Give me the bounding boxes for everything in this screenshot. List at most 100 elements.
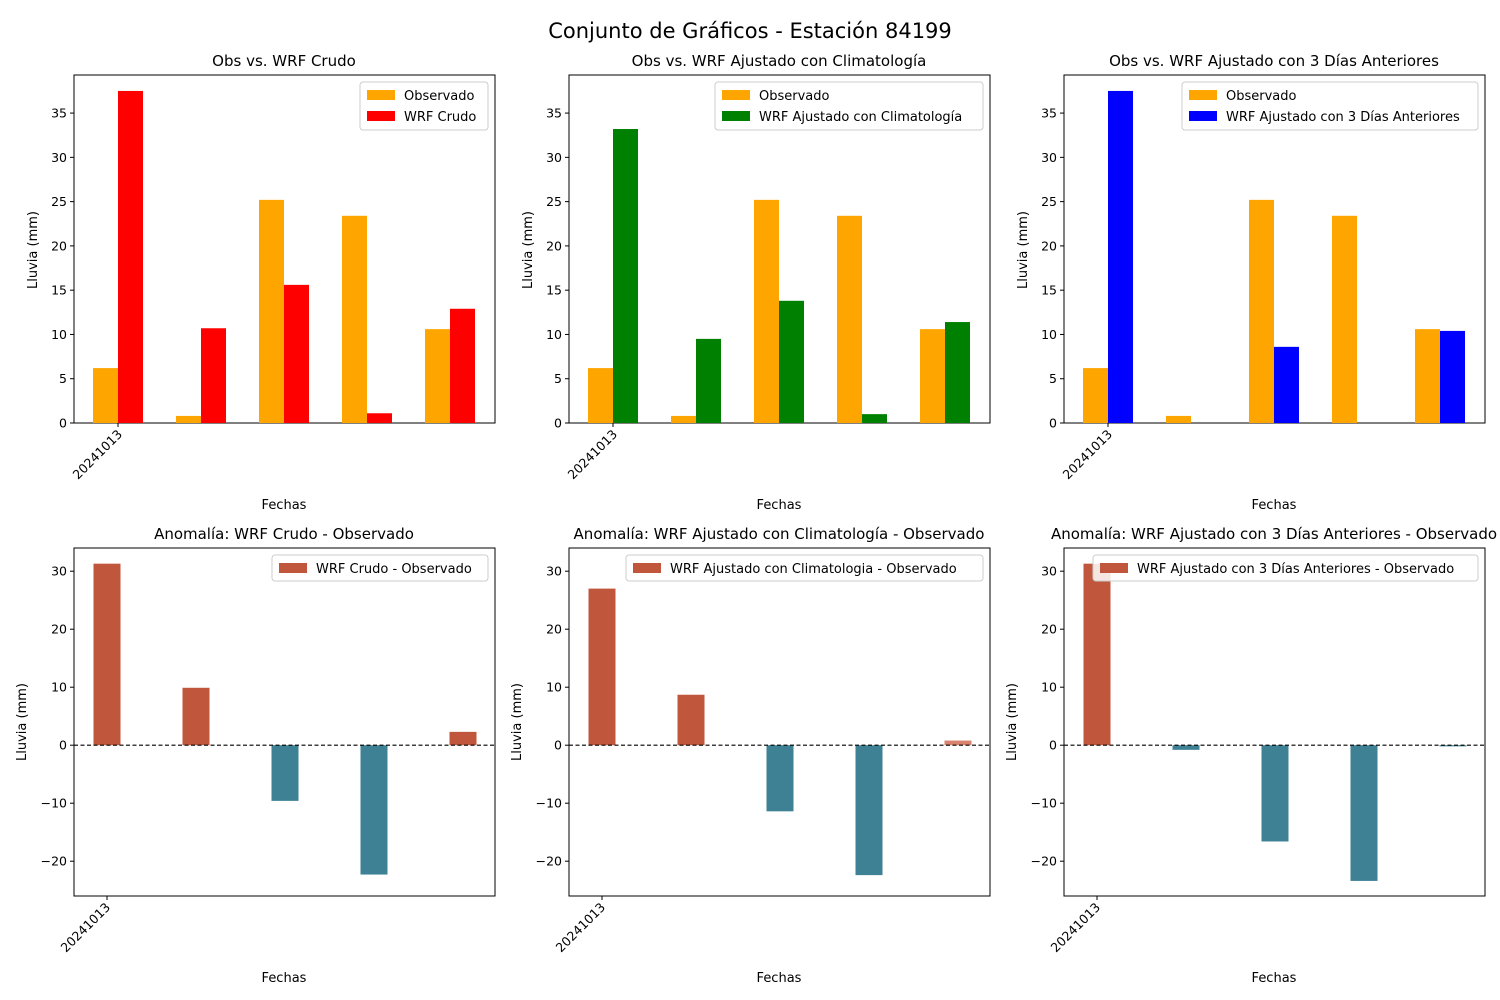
y-tick-label: 10	[546, 680, 562, 695]
y-axis-label: Lluvia (mm)	[26, 211, 41, 289]
legend-box	[1181, 81, 1479, 131]
bar-observado-5	[425, 329, 450, 423]
figure-suptitle: Conjunto de Gráficos - Estación 84199	[548, 19, 952, 43]
bar-observado-1	[93, 368, 118, 423]
bar-observado-3	[754, 199, 779, 423]
legend-entry-label: WRF Ajustado con 3 Días Anteriores	[1226, 110, 1460, 125]
y-tick-label: 10	[51, 680, 67, 695]
y-tick-label: 0	[554, 738, 562, 753]
bar-observado-5	[920, 329, 945, 423]
y-tick-label: 30	[546, 564, 562, 579]
panel-title: Obs vs. WRF Crudo	[212, 52, 356, 70]
legend-box	[625, 554, 984, 582]
y-tick-label: −10	[41, 796, 67, 811]
y-tick-label: 15	[546, 283, 562, 298]
legend-entry-label: Observado	[1226, 89, 1297, 104]
y-tick-label: −10	[1031, 796, 1057, 811]
bar-anomalia-4	[360, 745, 388, 875]
bar-anomalia-2	[182, 687, 210, 746]
y-tick-label: 30	[51, 564, 67, 579]
plot-area	[568, 547, 991, 897]
y-tick-label: 10	[546, 327, 562, 342]
legend: WRF Ajustado con 3 Días Anteriores - Obs…	[1092, 554, 1479, 582]
bar-observado-1	[1083, 368, 1108, 423]
y-tick-label: 20	[1041, 622, 1057, 637]
y-tick-label: 10	[1041, 680, 1057, 695]
y-axis-label: Lluvia (mm)	[1005, 683, 1020, 761]
y-tick-label: 5	[1049, 371, 1057, 386]
x-axis-label: Fechas	[757, 971, 802, 986]
bar-wrf-ajustado-con-climatologia-4	[862, 414, 887, 423]
y-axis-label: Lluvia (mm)	[1016, 211, 1031, 289]
y-tick-label: 10	[51, 327, 67, 342]
bar-wrf-crudo-5	[450, 308, 475, 423]
bar-anomalia-3	[766, 745, 794, 812]
y-tick-label: 10	[1041, 327, 1057, 342]
y-tick-label: 30	[546, 150, 562, 165]
bar-anomalia-3	[1261, 745, 1289, 842]
bar-observado-1	[588, 368, 613, 423]
legend-entry-label: WRF Crudo	[404, 110, 476, 125]
bar-wrf-ajustado-con-3-dias-anteriores-5	[1440, 330, 1465, 423]
y-tick-label: −20	[536, 854, 562, 869]
legend: WRF Crudo - Observado	[271, 554, 489, 582]
y-tick-label: 30	[51, 150, 67, 165]
legend-swatch	[367, 111, 395, 121]
legend-entry-label: WRF Ajustado con Climatología	[759, 110, 962, 125]
x-axis-label: Fechas	[757, 498, 802, 513]
plot-area	[73, 547, 496, 897]
bar-wrf-crudo-1	[118, 90, 143, 423]
y-tick-label: 0	[59, 416, 67, 431]
y-axis-label: Lluvia (mm)	[15, 683, 30, 761]
legend: Observado WRF Crudo	[359, 81, 489, 131]
bar-wrf-crudo-3	[284, 284, 309, 423]
bar-observado-4	[1332, 215, 1357, 423]
legend-entry-label: Observado	[759, 89, 830, 104]
legend-entry-label: Observado	[404, 89, 475, 104]
legend-swatch	[279, 563, 307, 573]
bar-anomalia-1	[1083, 563, 1111, 746]
y-tick-label: 0	[554, 416, 562, 431]
y-tick-label: −20	[41, 854, 67, 869]
bar-wrf-ajustado-con-3-dias-anteriores-1	[1108, 90, 1133, 423]
bar-wrf-crudo-2	[201, 328, 226, 423]
y-tick-label: 35	[51, 106, 67, 121]
legend-entry-label: WRF Ajustado con Climatologia - Observad…	[670, 562, 957, 577]
y-tick-label: 20	[51, 622, 67, 637]
y-tick-label: 0	[59, 738, 67, 753]
x-axis-label: Fechas	[1252, 971, 1297, 986]
chart-panel-obs-vs-wrf-climatologia: Obs vs. WRF Ajustado con Climatología Fe…	[521, 52, 991, 513]
y-tick-label: 35	[546, 106, 562, 121]
legend-swatch	[722, 111, 750, 121]
panel-title: Obs vs. WRF Ajustado con Climatología	[632, 52, 927, 70]
y-tick-label: 5	[59, 371, 67, 386]
legend: Observado WRF Ajustado con 3 Días Anterio…	[1181, 81, 1479, 131]
legend-swatch	[367, 90, 395, 100]
y-tick-label: −20	[1031, 854, 1057, 869]
y-axis-label: Lluvia (mm)	[521, 211, 536, 289]
y-tick-label: 30	[1041, 150, 1057, 165]
x-axis-label: Fechas	[262, 498, 307, 513]
y-tick-label: 15	[51, 283, 67, 298]
y-tick-label: 20	[51, 238, 67, 253]
y-tick-label: 25	[1041, 194, 1057, 209]
bar-wrf-ajustado-con-climatologia-5	[945, 322, 970, 423]
y-tick-label: 20	[546, 622, 562, 637]
y-tick-label: −10	[536, 796, 562, 811]
legend-entry-label: WRF Crudo - Observado	[316, 562, 472, 577]
panel-title: Anomalía: WRF Ajustado con 3 Días Anteri…	[1051, 525, 1497, 543]
bar-anomalia-4	[855, 745, 883, 876]
bar-anomalia-1	[588, 588, 616, 746]
bar-wrf-ajustado-con-climatologia-1	[613, 129, 638, 424]
y-tick-label: 15	[1041, 283, 1057, 298]
bar-observado-2	[176, 415, 201, 423]
bar-anomalia-3	[271, 745, 299, 801]
bar-observado-2	[671, 415, 696, 423]
y-tick-label: 25	[51, 194, 67, 209]
legend-swatch	[1189, 111, 1217, 121]
bar-wrf-ajustado-con-3-dias-anteriores-3	[1274, 346, 1299, 423]
bar-wrf-ajustado-con-climatologia-3	[779, 300, 804, 423]
legend-swatch	[722, 90, 750, 100]
legend-box	[714, 81, 984, 131]
y-tick-label: 25	[546, 194, 562, 209]
